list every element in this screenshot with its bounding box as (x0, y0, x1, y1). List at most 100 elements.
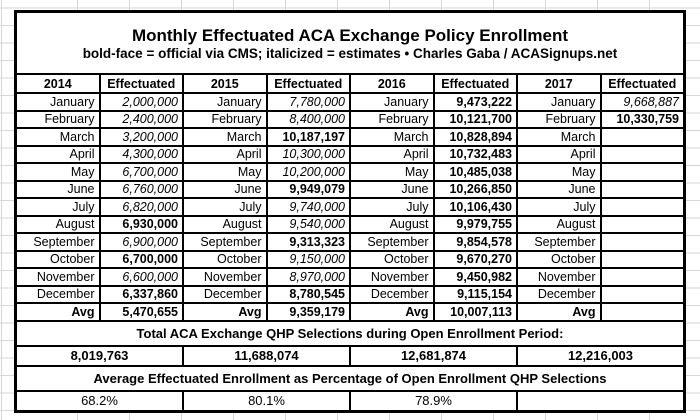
qhp-total-2017: 12,216,003 (518, 346, 683, 365)
value-cell: 10,106,430 (434, 199, 516, 215)
month-cell: May (351, 164, 433, 180)
month-cell: January (184, 94, 266, 110)
month-cell: July (17, 199, 99, 215)
month-cell: February (351, 111, 433, 127)
month-cell: April (351, 146, 433, 162)
value-cell: 8,970,000 (267, 269, 349, 285)
value-cell: 4,300,000 (100, 146, 182, 162)
month-cell: September (518, 234, 600, 250)
value-cell: 10,732,483 (434, 146, 516, 162)
month-cell: September (17, 234, 99, 250)
month-cell: December (17, 286, 99, 302)
value-cell: 6,930,000 (100, 216, 182, 232)
month-cell: September (184, 234, 266, 250)
value-cell: 6,700,000 (100, 164, 182, 180)
avg-value: 9,359,179 (267, 304, 349, 320)
value-cell: 9,313,323 (267, 234, 349, 250)
title-cell: Monthly Effectuated ACA Exchange Policy … (17, 13, 683, 73)
month-cell: June (184, 181, 266, 197)
value-cell: 6,820,000 (100, 199, 182, 215)
value-cell (601, 251, 683, 267)
avg-label: Avg (17, 304, 99, 320)
year-header-2016: 2016 (351, 75, 433, 92)
qhp-total-2016: 12,681,874 (351, 346, 516, 365)
month-cell: May (17, 164, 99, 180)
effectuated-header: Effectuated (267, 75, 349, 92)
value-cell: 2,000,000 (100, 94, 182, 110)
value-cell: 2,400,000 (100, 111, 182, 127)
effectuated-header: Effectuated (434, 75, 516, 92)
value-cell: 9,473,222 (434, 94, 516, 110)
value-cell: 3,200,000 (100, 129, 182, 145)
month-cell: March (17, 129, 99, 145)
avg-label: Avg (184, 304, 266, 320)
pct-value-2015: 80.1% (184, 391, 349, 410)
qhp-section-header: Total ACA Exchange QHP Selections during… (17, 321, 683, 345)
value-cell (601, 129, 683, 145)
value-cell: 6,600,000 (100, 269, 182, 285)
month-cell: November (351, 269, 433, 285)
value-cell: 10,200,000 (267, 164, 349, 180)
month-cell: November (518, 269, 600, 285)
value-cell (601, 234, 683, 250)
value-cell: 9,740,000 (267, 199, 349, 215)
value-cell: 9,670,270 (434, 251, 516, 267)
month-cell: August (17, 216, 99, 232)
value-cell (601, 181, 683, 197)
value-cell: 9,854,578 (434, 234, 516, 250)
month-cell: September (351, 234, 433, 250)
month-cell: January (17, 94, 99, 110)
avg-value: 10,007,113 (434, 304, 516, 320)
value-cell: 9,979,755 (434, 216, 516, 232)
value-cell: 9,150,000 (267, 251, 349, 267)
month-cell: June (17, 181, 99, 197)
value-cell: 7,780,000 (267, 94, 349, 110)
value-cell: 10,266,850 (434, 181, 516, 197)
month-cell: August (184, 216, 266, 232)
month-cell: October (184, 251, 266, 267)
qhp-total-2015: 11,688,074 (184, 346, 349, 365)
value-cell: 10,330,759 (601, 111, 683, 127)
month-cell: December (184, 286, 266, 302)
value-cell (601, 269, 683, 285)
value-cell: 6,337,860 (100, 286, 182, 302)
pct-value-2014: 68.2% (17, 391, 182, 410)
year-header-2014: 2014 (17, 75, 99, 92)
avg-value: 5,470,655 (100, 304, 182, 320)
value-cell: 6,700,000 (100, 251, 182, 267)
value-cell: 10,121,700 (434, 111, 516, 127)
value-cell: 10,485,038 (434, 164, 516, 180)
value-cell (601, 146, 683, 162)
page-subtitle: bold-face = official via CMS; italicized… (82, 45, 618, 61)
avg-label: Avg (351, 304, 433, 320)
value-cell: 9,668,887 (601, 94, 683, 110)
pct-value-2017 (518, 391, 683, 410)
effectuated-header: Effectuated (601, 75, 683, 92)
value-cell (601, 199, 683, 215)
month-cell: June (351, 181, 433, 197)
month-cell: February (518, 111, 600, 127)
month-cell: January (518, 94, 600, 110)
month-cell: June (518, 181, 600, 197)
value-cell (601, 164, 683, 180)
month-cell: February (184, 111, 266, 127)
value-cell: 9,115,154 (434, 286, 516, 302)
month-cell: March (184, 129, 266, 145)
value-cell: 10,828,894 (434, 129, 516, 145)
month-cell: November (17, 269, 99, 285)
month-cell: October (351, 251, 433, 267)
month-cell: February (17, 111, 99, 127)
qhp-total-2014: 8,019,763 (17, 346, 182, 365)
value-cell: 9,949,079 (267, 181, 349, 197)
month-cell: January (351, 94, 433, 110)
month-cell: August (518, 216, 600, 232)
month-cell: November (184, 269, 266, 285)
value-cell: 6,900,000 (100, 234, 182, 250)
year-header-2015: 2015 (184, 75, 266, 92)
pct-value-2016: 78.9% (351, 391, 516, 410)
month-cell: April (184, 146, 266, 162)
pct-section-header: Average Effectuated Enrollment as Percen… (17, 366, 683, 390)
avg-value (601, 304, 683, 320)
page-title: Monthly Effectuated ACA Exchange Policy … (131, 25, 569, 45)
